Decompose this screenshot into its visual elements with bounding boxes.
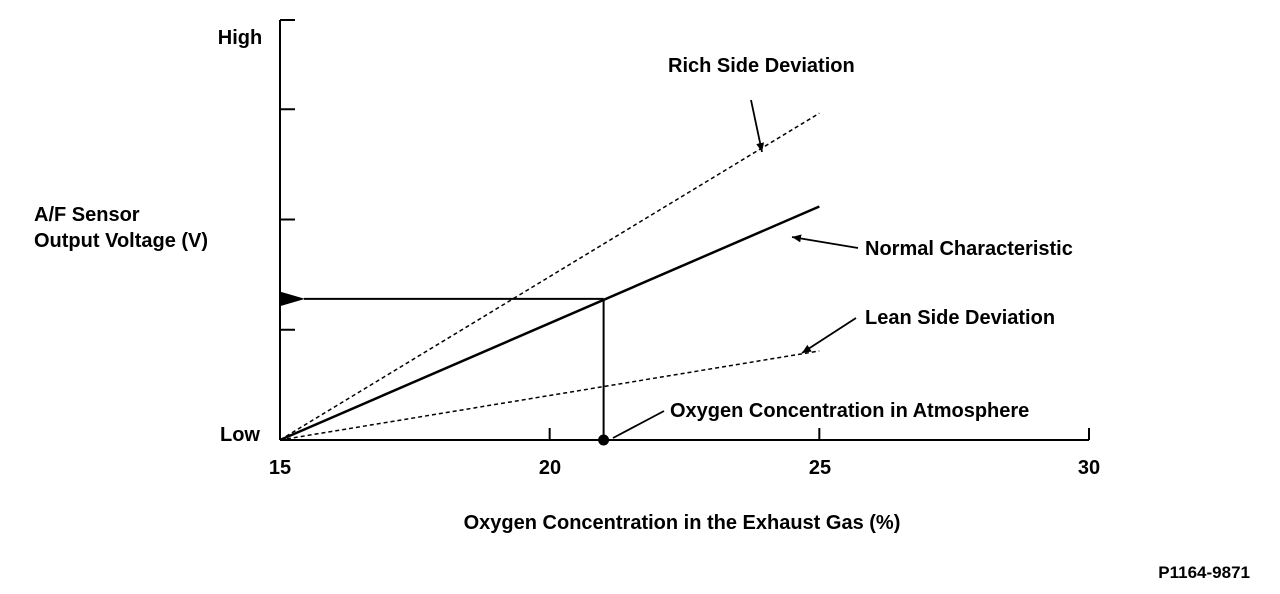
figure-id: P1164-9871 xyxy=(1158,563,1250,582)
series-layer xyxy=(279,112,820,442)
x-tick-label-30: 30 xyxy=(1078,457,1100,479)
lean-side-deviation-label: Lean Side Deviation xyxy=(865,307,1055,329)
lean-side-deviation-line xyxy=(279,350,820,441)
lean-label-pointer xyxy=(801,317,857,354)
y-axis-label-line-2: Output Voltage (V) xyxy=(34,230,208,252)
rich-side-deviation-label: Rich Side Deviation xyxy=(668,55,855,77)
y-tick-label-high: High xyxy=(218,27,262,49)
x-tick-label-20: 20 xyxy=(539,457,561,479)
rich-label-pointer xyxy=(750,99,765,153)
x-tick-label-15: 15 xyxy=(269,457,291,479)
atmosphere-label-pointer xyxy=(612,410,665,439)
y-axis-label-line-1: A/F Sensor xyxy=(34,204,140,226)
oxygen-atmosphere-label: Oxygen Concentration in Atmosphere xyxy=(670,400,1029,422)
x-axis-label: Oxygen Concentration in the Exhaust Gas … xyxy=(464,512,901,534)
normal-characteristic-line xyxy=(279,205,820,442)
atmosphere-marker-dot xyxy=(598,434,610,446)
x-tick-label-25: 25 xyxy=(809,457,831,479)
normal-label-pointer xyxy=(791,234,859,249)
normal-characteristic-label: Normal Characteristic xyxy=(865,238,1073,260)
ticks xyxy=(279,19,1090,441)
annotations xyxy=(281,99,859,446)
rich-side-deviation-line xyxy=(279,112,820,441)
y-tick-label-low: Low xyxy=(220,424,260,446)
axes xyxy=(279,20,1089,441)
